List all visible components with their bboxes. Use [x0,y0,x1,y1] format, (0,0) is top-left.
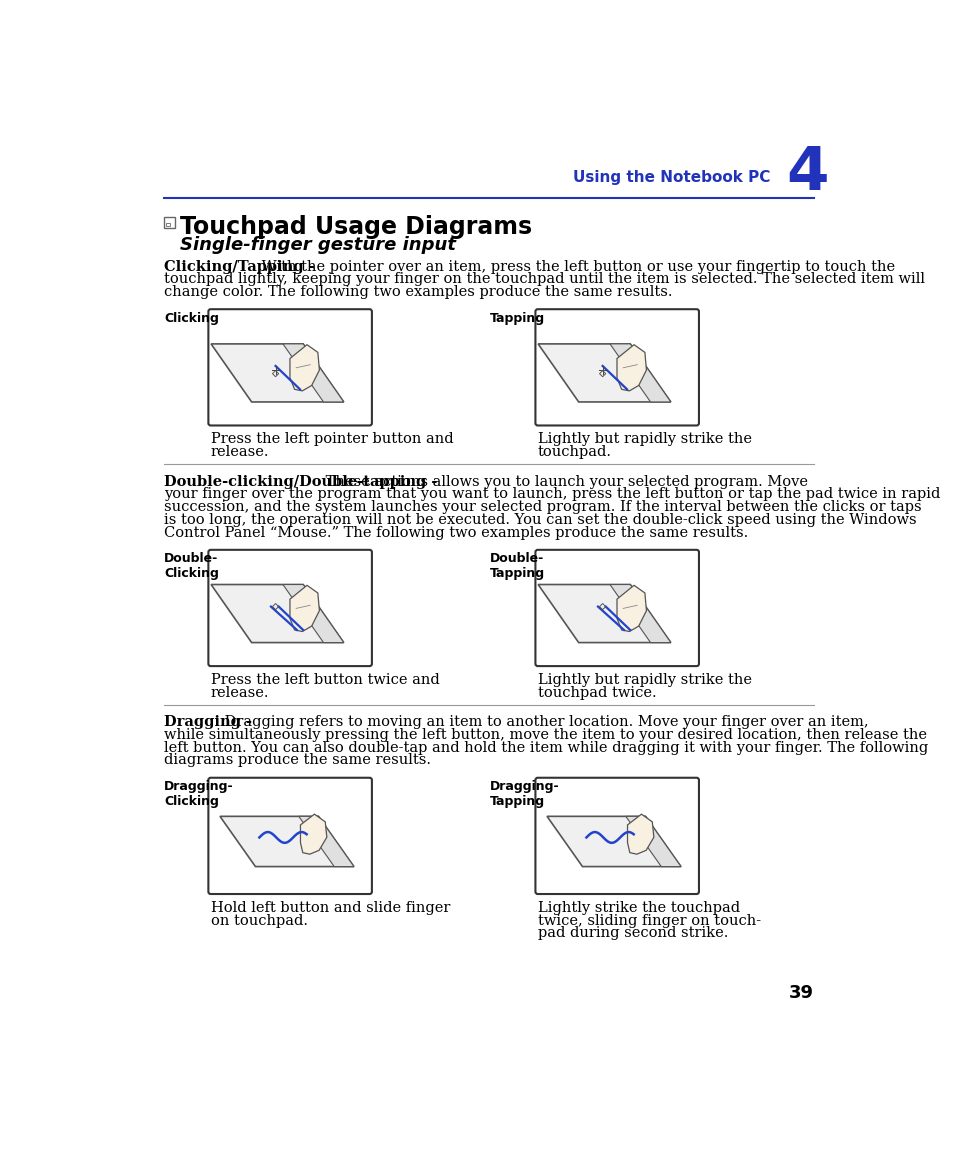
Text: Lightly strike the touchpad: Lightly strike the touchpad [537,901,740,915]
Text: 39: 39 [788,985,813,1002]
Polygon shape [220,816,354,866]
Text: on touchpad.: on touchpad. [211,913,308,927]
Text: These actions allows you to launch your selected program. Move: These actions allows you to launch your … [320,475,807,488]
Text: Single-finger gesture input: Single-finger gesture input [179,237,456,254]
Text: Lightly but rapidly strike the: Lightly but rapidly strike the [537,432,751,447]
Text: Using the Notebook PC: Using the Notebook PC [572,170,769,185]
Text: touchpad twice.: touchpad twice. [537,686,656,700]
Polygon shape [609,344,670,402]
Polygon shape [290,345,319,391]
Text: Press the left button twice and: Press the left button twice and [211,673,439,687]
FancyBboxPatch shape [535,550,699,666]
Text: Tapping: Tapping [489,311,544,324]
Text: Double-
Tapping: Double- Tapping [489,553,544,580]
Text: change color. The following two examples produce the same results.: change color. The following two examples… [164,285,672,299]
Polygon shape [298,816,354,866]
Text: Double-clicking/Double-tapping -: Double-clicking/Double-tapping - [164,475,437,488]
Text: With the pointer over an item, press the left button or use your fingertip to to: With the pointer over an item, press the… [257,260,894,273]
Polygon shape [283,344,343,402]
Polygon shape [625,816,680,866]
Text: while simultaneously pressing the left button, move the item to your desired loc: while simultaneously pressing the left b… [164,728,926,742]
Text: Touchpad Usage Diagrams: Touchpad Usage Diagrams [179,215,531,239]
Text: Hold left button and slide finger: Hold left button and slide finger [211,901,450,915]
Text: your finger over the program that you want to launch, press the left button or t: your finger over the program that you wa… [164,487,940,501]
Polygon shape [627,815,653,854]
Polygon shape [617,585,646,632]
Polygon shape [537,344,670,402]
Text: Clicking/Tapping -: Clicking/Tapping - [164,260,314,273]
Bar [166,223,170,226]
Polygon shape [609,585,670,642]
Text: 4: 4 [785,144,828,203]
Polygon shape [283,585,343,642]
Text: is too long, the operation will not be executed. You can set the double-click sp: is too long, the operation will not be e… [164,512,916,527]
FancyBboxPatch shape [208,778,372,894]
Text: succession, and the system launches your selected program. If the interval betwe: succession, and the system launches your… [164,500,921,514]
Polygon shape [290,585,319,632]
Text: pad during second strike.: pad during second strike. [537,926,727,940]
FancyBboxPatch shape [208,309,372,425]
Polygon shape [211,344,343,402]
Text: release.: release. [211,686,269,700]
Text: left button. You can also double-tap and hold the item while dragging it with yo: left button. You can also double-tap and… [164,741,927,755]
FancyBboxPatch shape [535,778,699,894]
Bar [164,217,174,228]
Polygon shape [300,815,327,854]
FancyBboxPatch shape [535,309,699,425]
Text: Control Panel “Mouse.” The following two examples produce the same results.: Control Panel “Mouse.” The following two… [164,525,748,540]
Text: Lightly but rapidly strike the: Lightly but rapidly strike the [537,673,751,687]
Text: Press the left pointer button and: Press the left pointer button and [211,432,453,447]
Text: touchpad lightly, keeping your finger on the touchpad until the item is selected: touchpad lightly, keeping your finger on… [164,272,924,286]
Polygon shape [617,345,646,391]
Text: twice, sliding finger on touch-: twice, sliding finger on touch- [537,913,760,927]
Text: Clicking: Clicking [164,311,219,324]
Text: Dragging-
Tapping: Dragging- Tapping [489,780,558,808]
Text: Dragging-
Clicking: Dragging- Clicking [164,780,233,808]
Text: Double-
Clicking: Double- Clicking [164,553,219,580]
Polygon shape [537,585,670,642]
Polygon shape [211,585,343,642]
Text: diagrams produce the same results.: diagrams produce the same results. [164,754,431,768]
Text: touchpad.: touchpad. [537,445,611,460]
Text: Dragging -: Dragging - [164,716,252,730]
Text: Dragging refers to moving an item to another location. Move your finger over an : Dragging refers to moving an item to ano… [220,716,868,730]
FancyBboxPatch shape [208,550,372,666]
Text: release.: release. [211,445,269,460]
Polygon shape [546,816,680,866]
